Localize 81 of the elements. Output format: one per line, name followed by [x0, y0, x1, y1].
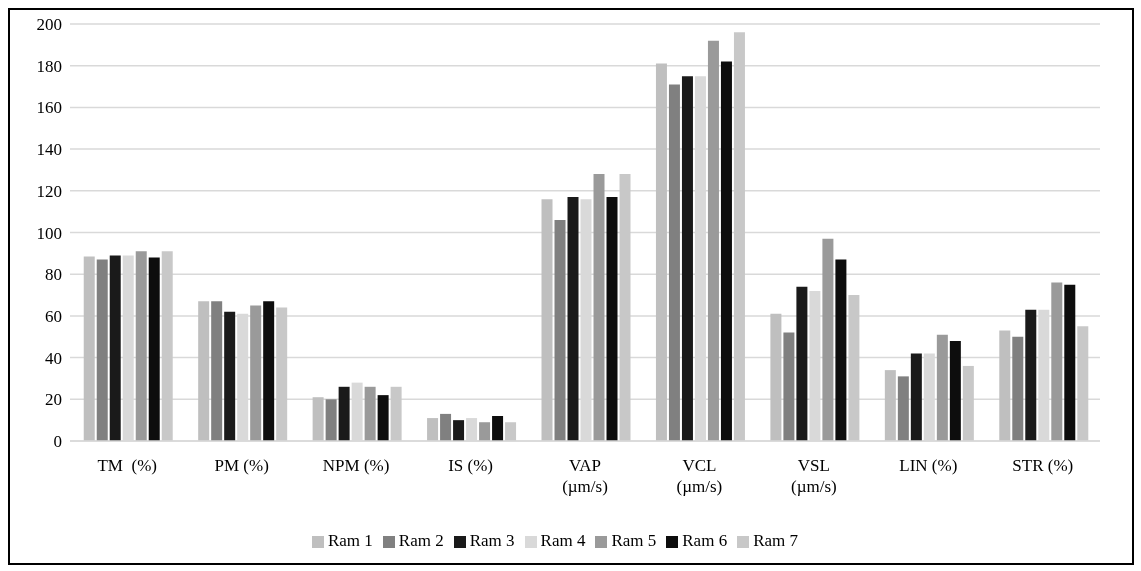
bar [733, 32, 745, 441]
bar [681, 76, 693, 441]
bar [1064, 284, 1076, 441]
x-tick-label: VSL (µm/s) [791, 456, 837, 496]
bar [427, 418, 439, 441]
bar [606, 197, 618, 441]
bar [962, 365, 974, 441]
bar [453, 420, 465, 441]
bar [822, 238, 834, 441]
bar [96, 259, 108, 441]
bar [949, 340, 961, 441]
y-tick-label: 60 [45, 306, 62, 326]
x-tick-label: PM (%) [214, 456, 269, 475]
bar [325, 399, 337, 441]
y-tick-label: 40 [45, 348, 62, 368]
bar [720, 61, 732, 441]
bar [338, 386, 350, 441]
x-tick-label: TM (%) [97, 456, 157, 475]
bar [619, 174, 631, 441]
bar [593, 174, 605, 441]
bar [148, 257, 160, 441]
bar [250, 305, 262, 441]
bar [211, 301, 223, 441]
bar [999, 330, 1011, 441]
bar [1077, 326, 1089, 441]
bar [198, 301, 210, 441]
x-tick-label: VAP (µm/s) [562, 456, 608, 496]
legend-label: Ram 1 [327, 531, 373, 550]
legend-label: Ram 6 [682, 531, 728, 550]
bar [567, 197, 579, 441]
legend-label: Ram 2 [398, 531, 444, 550]
x-tick-label: IS (%) [448, 456, 493, 475]
bar [707, 40, 719, 441]
bar [783, 332, 795, 441]
bar [224, 311, 236, 441]
bar [364, 386, 376, 441]
bar [541, 199, 553, 441]
bar [83, 256, 95, 441]
bar [505, 422, 517, 441]
bar [479, 422, 491, 441]
bar [554, 219, 566, 441]
bar [835, 259, 847, 441]
bar [897, 376, 909, 441]
bar [263, 301, 275, 441]
bar [312, 397, 324, 441]
legend-label: Ram 5 [611, 531, 657, 550]
y-tick-label: 140 [36, 140, 62, 160]
bar [1012, 336, 1024, 441]
y-tick-label: 200 [36, 15, 62, 35]
y-tick-label: 100 [36, 223, 62, 243]
y-tick-label: 180 [36, 56, 62, 76]
bar [770, 313, 782, 441]
x-tick-label: STR (%) [1012, 456, 1074, 475]
bar [276, 307, 288, 441]
bar [910, 353, 922, 441]
y-tick-label: 120 [36, 181, 62, 201]
bar [492, 415, 504, 441]
bar [848, 295, 860, 441]
bar [390, 386, 402, 441]
y-tick-label: 80 [45, 265, 62, 285]
bar [668, 84, 680, 441]
bar [377, 395, 389, 441]
x-tick-label: NPM (%) [322, 456, 390, 475]
y-tick-label: 20 [45, 390, 62, 410]
legend-label: Ram 3 [469, 531, 515, 550]
bar [1051, 282, 1063, 441]
bar [655, 63, 667, 441]
bar [936, 334, 948, 441]
bar [1025, 309, 1037, 441]
bar [440, 413, 452, 441]
bar [161, 251, 173, 441]
bar [109, 255, 121, 441]
bar [884, 370, 896, 441]
legend-label: Ram 7 [753, 531, 798, 550]
bar [796, 286, 808, 441]
y-tick-label: 160 [36, 98, 62, 118]
y-tick-label: 0 [53, 432, 62, 452]
legend-label: Ram 4 [540, 531, 586, 550]
bar [135, 251, 147, 441]
x-tick-label: LIN (%) [899, 456, 958, 475]
x-tick-label: VCL (µm/s) [676, 456, 723, 496]
